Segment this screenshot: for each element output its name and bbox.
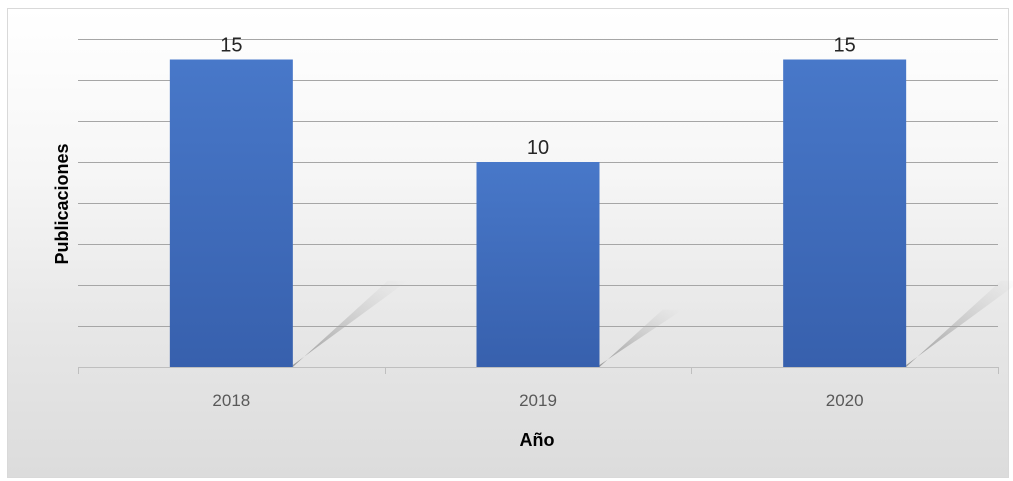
bar-2018 — [169, 59, 293, 367]
data-label: 10 — [527, 137, 549, 159]
y-axis-title: Publicaciones — [52, 143, 72, 264]
data-label: 15 — [834, 35, 856, 57]
x-tick-label: 2020 — [826, 391, 864, 410]
bar-shadow — [906, 280, 1013, 367]
data-label: 15 — [220, 35, 242, 57]
x-axis: 2018 2019 2020 — [78, 367, 999, 410]
x-tick-label: 2019 — [519, 391, 557, 410]
data-labels: 15 10 15 — [220, 35, 856, 160]
x-tick-label: 2018 — [212, 391, 250, 410]
bar-shadow — [599, 309, 683, 367]
bar-2019 — [476, 162, 600, 367]
bars — [169, 59, 907, 367]
bar-shadow — [292, 280, 408, 367]
bar-shadows — [292, 280, 1013, 367]
x-axis-title: Año — [520, 430, 555, 450]
bar-2020 — [783, 59, 907, 367]
